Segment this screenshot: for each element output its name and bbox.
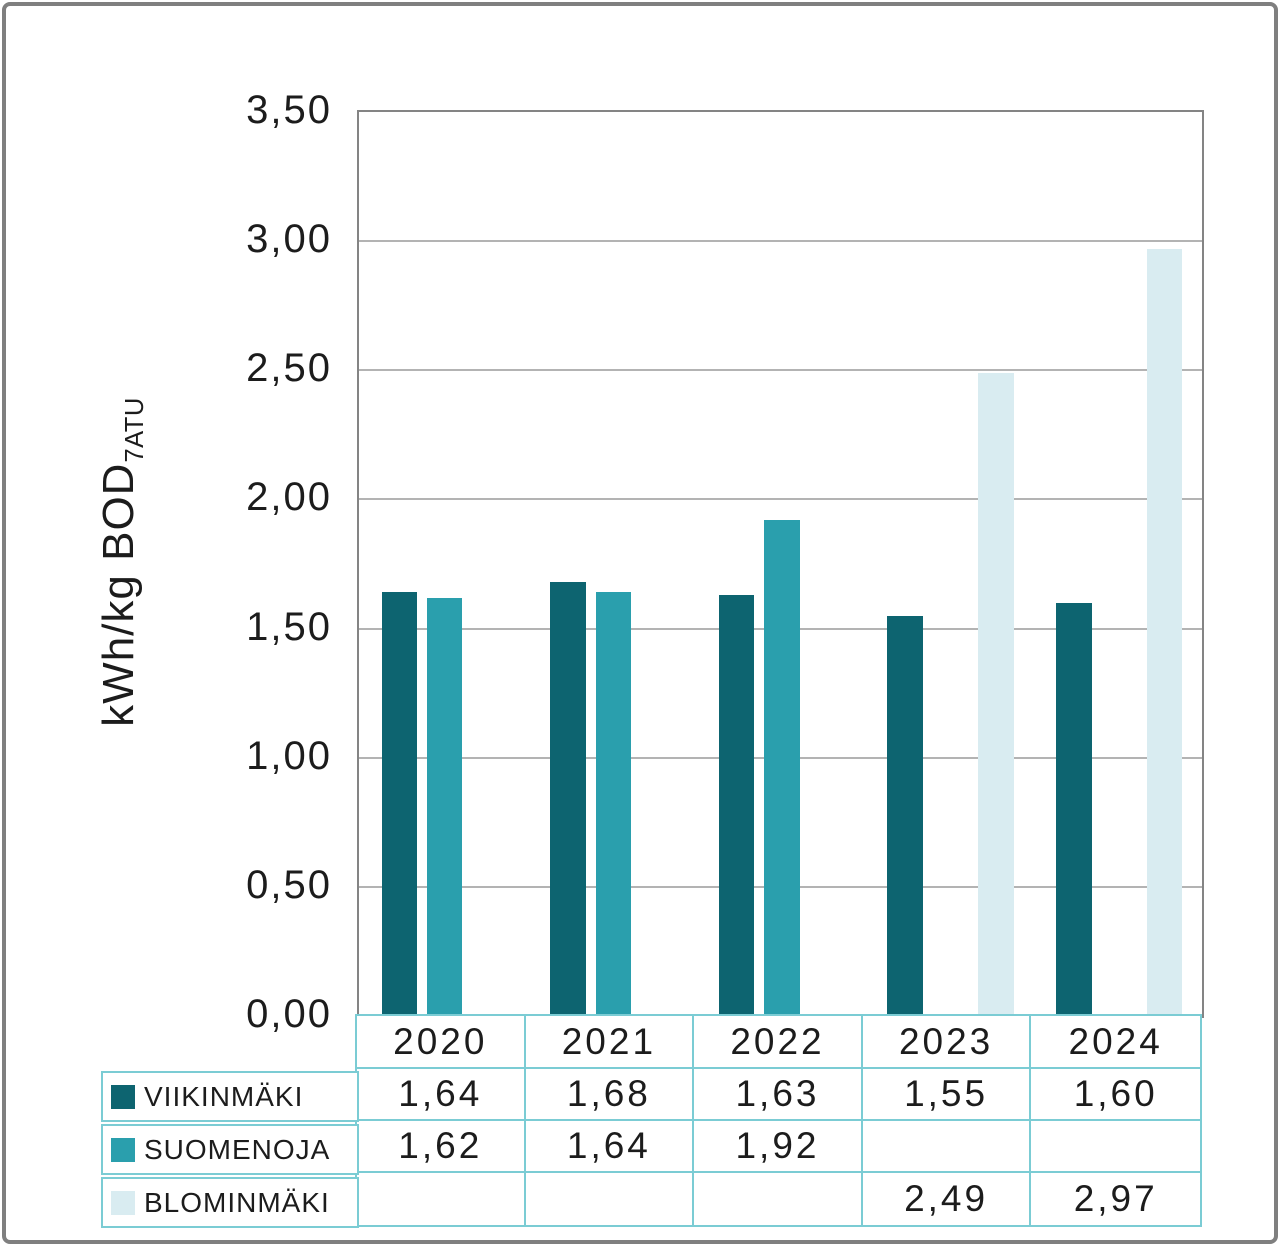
legend-swatch-blominmaki	[111, 1190, 135, 1215]
year-header-2023: 2023	[862, 1016, 1032, 1069]
year-header-2021: 2021	[525, 1016, 695, 1069]
bar-suomenoja-2020	[426, 597, 463, 1016]
y-tick-label-2-00: 2,00	[246, 475, 332, 520]
value-suomenoja-2024	[1031, 1121, 1200, 1173]
value-viikinmaki-2023: 1,55	[862, 1069, 1032, 1121]
y-axis-title-text: kWh/kg BOD	[94, 462, 143, 727]
year-header-2022: 2022	[694, 1016, 863, 1069]
legend-label-suomenoja: SUOMENOJA	[144, 1133, 331, 1165]
bar-viikinmaki-2023	[887, 615, 923, 1016]
value-suomenoja-2020: 1,62	[357, 1121, 526, 1173]
value-blominmaki-2021	[526, 1173, 695, 1225]
legend-swatch-suomenoja	[111, 1137, 135, 1162]
legend-item-blominmaki: BLOMINMÄKI	[101, 1177, 359, 1228]
bar-blominmaki-2024	[1146, 248, 1183, 1016]
legend-label-viikinmaki: VIIKINMÄKI	[144, 1080, 304, 1112]
gridline	[359, 240, 1202, 243]
bar-suomenoja-2022	[764, 520, 800, 1016]
value-blominmaki-2024: 2,97	[1073, 1178, 1158, 1219]
bar-viikinmaki-2024	[1056, 602, 1092, 1016]
y-tick-label-3-50: 3,50	[246, 88, 332, 132]
y-axis-title-subscript: 7ATU	[120, 397, 149, 463]
legend-swatch-viikinmaki	[111, 1084, 135, 1109]
bar-viikinmaki-2022	[718, 595, 755, 1016]
value-suomenoja-2023	[862, 1121, 1032, 1173]
value-viikinmaki-2022: 1,63	[694, 1069, 863, 1121]
value-viikinmaki-2021: 1,68	[525, 1069, 695, 1121]
legend-item-suomenoja: SUOMENOJA	[101, 1124, 359, 1175]
year-header-2024: 2024	[1031, 1016, 1200, 1069]
y-tick-label-1-50: 1,50	[246, 604, 332, 649]
value-viikinmaki-2024: 1,60	[1031, 1069, 1200, 1121]
y-tick-label-2-50: 2,50	[246, 346, 332, 391]
legend-label-blominmaki: BLOMINMÄKI	[144, 1186, 330, 1218]
plot-area	[357, 110, 1204, 1018]
value-suomenoja-2022: 1,92	[694, 1121, 863, 1173]
y-tick-label-1-00: 1,00	[246, 733, 332, 778]
value-blominmaki-2020	[357, 1173, 526, 1225]
gridline	[359, 369, 1202, 372]
gridline	[359, 498, 1202, 501]
value-blominmaki-2023: 2,49	[863, 1173, 1032, 1225]
bar-viikinmaki-2020	[381, 592, 418, 1016]
value-blominmaki-2022	[694, 1173, 863, 1225]
y-tick-label-3-00: 3,00	[246, 217, 332, 262]
y-tick-label-0-00: 0,00	[246, 992, 332, 1036]
bar-viikinmaki-2021	[550, 582, 586, 1016]
legend-item-viikinmaki: VIIKINMÄKI	[101, 1071, 359, 1122]
data-table: 2020 2021 2022 2023 2024 1,64 1,68 1,63 1,55 1,60…	[355, 1014, 1202, 1227]
value-viikinmaki-2020: 1,64	[357, 1069, 526, 1121]
bar-blominmaki-2023	[978, 372, 1014, 1016]
bar-suomenoja-2021	[595, 592, 631, 1016]
y-tick-label-0-50: 0,50	[246, 862, 332, 907]
year-header-2020: 2020	[357, 1016, 526, 1069]
value-suomenoja-2021: 1,64	[525, 1121, 695, 1173]
